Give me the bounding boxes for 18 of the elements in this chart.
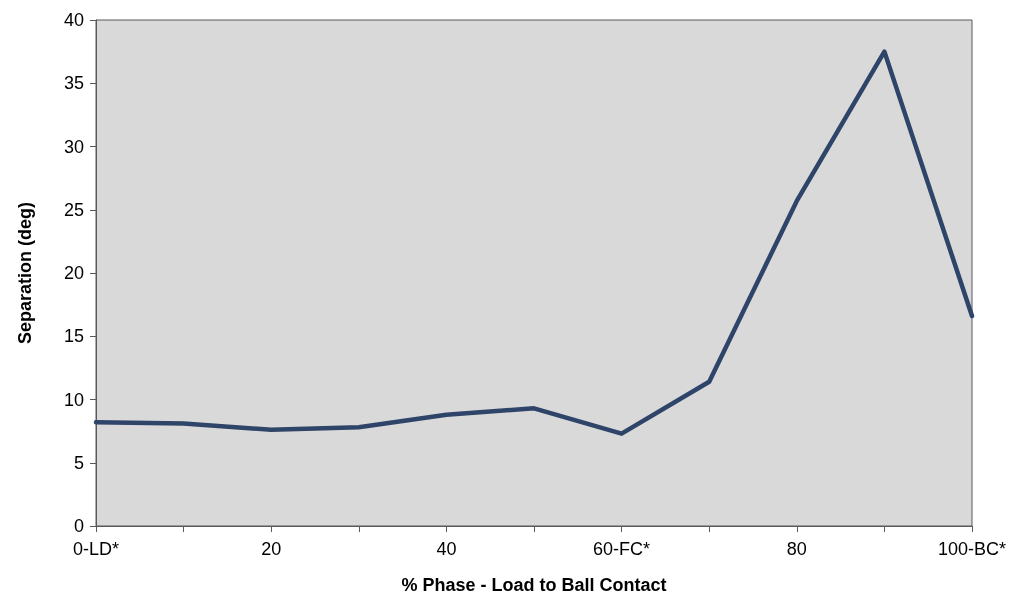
- y-tick-label: 40: [63, 10, 84, 30]
- y-tick-label: 20: [63, 263, 84, 283]
- x-axis-title: % Phase - Load to Ball Contact: [401, 575, 667, 595]
- y-tick-label: 30: [63, 136, 84, 157]
- y-tick-label: 25: [63, 199, 84, 220]
- x-tick-label: 80: [786, 539, 807, 559]
- y-tick-label: 10: [63, 389, 84, 410]
- y-tick-label: 35: [63, 73, 84, 94]
- y-axis-title: Separation (deg): [15, 201, 35, 345]
- y-tick-label: 0: [73, 516, 84, 536]
- y-tick-label: 15: [63, 326, 84, 347]
- x-tick-label: 20: [261, 539, 282, 559]
- x-tick-label: 40: [436, 539, 457, 559]
- x-tick-label: 100-BC*: [937, 539, 1007, 559]
- line-series: [93, 49, 975, 436]
- y-tick-label: 5: [73, 452, 84, 473]
- x-tick-label: 60-FC*: [593, 539, 651, 559]
- x-tick-label: 0-LD*: [72, 539, 120, 559]
